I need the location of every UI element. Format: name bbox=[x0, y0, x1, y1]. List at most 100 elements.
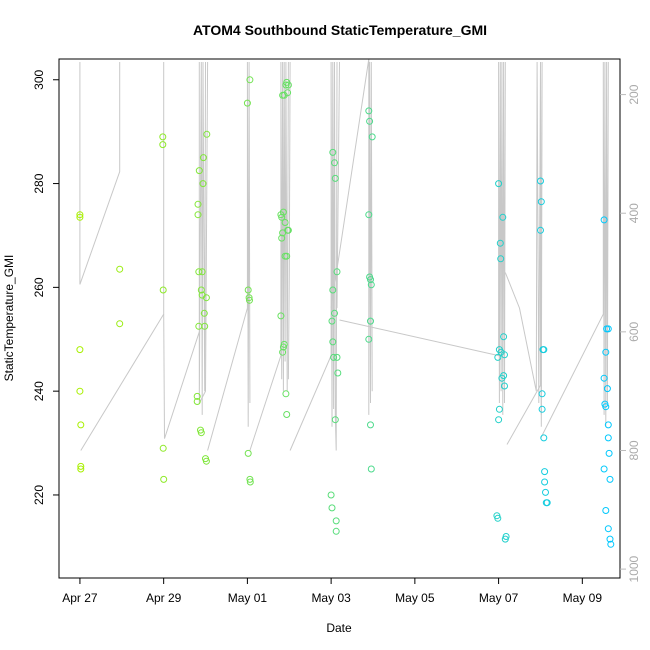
data-point bbox=[198, 268, 206, 276]
data-point bbox=[334, 369, 342, 377]
data-point bbox=[199, 154, 207, 162]
data-point bbox=[245, 294, 253, 302]
data-point bbox=[600, 465, 608, 473]
data-point bbox=[246, 296, 253, 304]
data-point bbox=[199, 180, 207, 188]
pressure-line bbox=[339, 61, 506, 415]
data-point bbox=[606, 535, 614, 543]
data-point bbox=[76, 211, 84, 219]
data-point bbox=[331, 174, 339, 182]
data-point bbox=[193, 392, 201, 400]
data-point bbox=[537, 226, 544, 234]
data-point bbox=[194, 200, 202, 208]
data-point bbox=[197, 429, 205, 437]
y-tick-label: 280 bbox=[32, 173, 46, 193]
data-point bbox=[494, 353, 502, 361]
data-point bbox=[283, 252, 291, 260]
pressure-line bbox=[287, 61, 291, 380]
data-point bbox=[607, 540, 615, 548]
data-point bbox=[279, 348, 287, 356]
data-point bbox=[605, 449, 613, 457]
data-point bbox=[77, 465, 85, 473]
data-points-layer bbox=[76, 76, 615, 548]
data-point bbox=[367, 281, 375, 289]
data-point bbox=[331, 309, 338, 317]
data-point bbox=[602, 403, 610, 411]
data-point bbox=[202, 294, 210, 302]
data-point bbox=[277, 312, 285, 320]
pressure-line bbox=[540, 61, 609, 439]
axes-layer: Apr 27 Apr 29 May 01 May 03 May 05 May 07 May … bbox=[32, 58, 641, 605]
data-point bbox=[604, 434, 612, 442]
x-axis-label: Date bbox=[326, 621, 352, 635]
pressure-line bbox=[198, 61, 209, 404]
pressure-line bbox=[207, 61, 251, 451]
data-point bbox=[280, 340, 288, 348]
data-point bbox=[246, 76, 254, 84]
y2-tick-label: 1000 bbox=[627, 555, 641, 582]
data-point bbox=[76, 213, 84, 221]
data-point bbox=[333, 268, 341, 276]
data-point bbox=[495, 405, 503, 413]
data-point bbox=[538, 390, 546, 398]
data-point bbox=[281, 219, 289, 226]
data-point bbox=[604, 525, 612, 533]
y2-tick-label: 600 bbox=[627, 321, 641, 341]
data-point bbox=[329, 148, 337, 156]
data-point bbox=[200, 309, 208, 317]
data-point bbox=[202, 457, 210, 465]
data-point bbox=[76, 387, 84, 395]
data-point bbox=[197, 286, 205, 294]
data-point bbox=[606, 475, 614, 483]
pressure-line bbox=[249, 61, 289, 451]
x-tick-label: Apr 27 bbox=[62, 591, 98, 605]
data-point bbox=[501, 351, 508, 359]
data-point bbox=[329, 338, 337, 346]
plot-frame bbox=[58, 58, 621, 579]
data-point bbox=[284, 226, 292, 234]
pressure-line bbox=[79, 62, 121, 285]
data-point bbox=[159, 133, 167, 141]
data-point bbox=[278, 234, 286, 242]
data-point bbox=[604, 421, 612, 429]
y-tick-label: 220 bbox=[32, 485, 46, 505]
data-point bbox=[368, 133, 376, 141]
data-point bbox=[160, 475, 168, 483]
data-point bbox=[159, 286, 167, 294]
y-tick-label: 260 bbox=[32, 277, 46, 297]
pressure-line bbox=[163, 61, 206, 439]
data-point bbox=[600, 216, 608, 224]
data-point bbox=[193, 398, 201, 405]
data-point bbox=[367, 317, 374, 325]
data-point bbox=[495, 180, 503, 188]
data-point bbox=[496, 239, 504, 247]
data-point bbox=[283, 411, 291, 418]
data-point bbox=[541, 468, 549, 476]
data-point bbox=[244, 286, 252, 294]
data-point bbox=[328, 317, 336, 325]
x-tick-label: May 03 bbox=[311, 591, 351, 605]
data-point bbox=[543, 499, 551, 507]
pressure-line bbox=[289, 61, 338, 451]
x-tick-label: Apr 29 bbox=[146, 591, 182, 605]
data-point bbox=[602, 507, 610, 514]
data-point bbox=[495, 416, 503, 424]
data-point bbox=[500, 333, 508, 341]
data-point bbox=[284, 81, 292, 89]
data-point bbox=[600, 374, 608, 382]
data-point bbox=[333, 353, 341, 361]
data-point bbox=[367, 276, 374, 284]
data-point bbox=[327, 491, 335, 499]
x-tick-label: May 09 bbox=[563, 591, 603, 605]
data-point bbox=[330, 353, 338, 361]
data-point bbox=[116, 320, 124, 328]
data-point bbox=[284, 89, 292, 97]
data-point bbox=[195, 268, 203, 276]
x-tick-label: May 05 bbox=[395, 591, 435, 605]
data-point bbox=[494, 514, 502, 522]
data-point bbox=[201, 322, 209, 330]
data-point bbox=[282, 390, 290, 398]
data-point bbox=[367, 421, 374, 429]
chart-title: ATOM4 Southbound StaticTemperature_GMI bbox=[193, 22, 487, 38]
